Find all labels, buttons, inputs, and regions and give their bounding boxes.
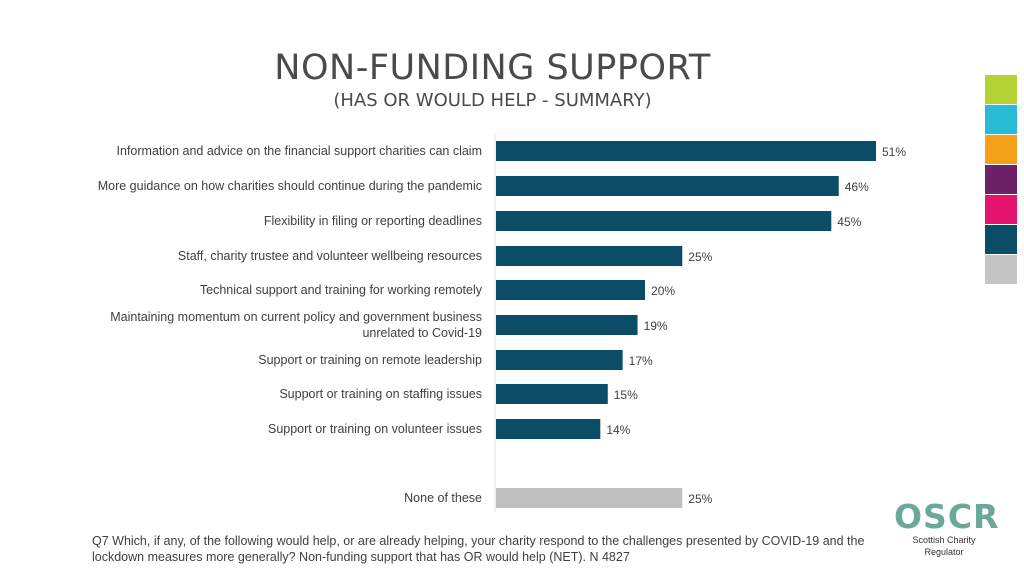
chart-title: NON-FUNDING SUPPORT [274,48,711,88]
logo-tagline: Scottish Charity Regulator [912,535,976,557]
category-label-9: None of these [404,491,482,505]
color-swatch-2 [985,135,1017,164]
chart-subtitle: (HAS OR WOULD HELP - SUMMARY) [333,90,652,111]
value-label-9: 25% [688,492,712,506]
logo-wordmark: OSCR [894,497,1000,536]
category-label-8: Support or training on volunteer issues [268,422,482,436]
color-swatch-strip [985,75,1017,285]
color-swatch-6 [985,255,1017,284]
bar-7 [496,384,608,404]
category-label-5-line-0: Maintaining momentum on current policy a… [110,310,482,324]
bar-0 [496,141,876,161]
value-label-1: 46% [845,180,869,194]
bar-5 [496,315,638,335]
value-label-0: 51% [882,145,906,159]
bar-9 [496,488,683,508]
bar-6 [496,350,623,370]
bar-3 [496,246,683,266]
value-label-3: 25% [688,250,712,264]
category-label-7: Support or training on staffing issues [279,387,482,401]
color-swatch-5 [985,225,1017,254]
value-label-6: 17% [629,354,653,368]
bar-4 [496,280,646,300]
value-label-8: 14% [606,423,630,437]
category-label-3: Staff, charity trustee and volunteer wel… [178,249,482,263]
bar-1 [496,176,839,196]
oscr-logo: OSCR Scottish Charity Regulator [894,497,1000,558]
value-label-4: 20% [651,284,675,298]
category-label-1: More guidance on how charities should co… [98,179,482,193]
category-label-0: Information and advice on the financial … [117,144,482,158]
category-label-2: Flexibility in filing or reporting deadl… [264,214,482,228]
question-footnote: Q7 Which, if any, of the following would… [92,534,865,564]
category-label-4: Technical support and training for worki… [200,283,483,297]
category-label-5-line-1: unrelated to Covid-19 [362,326,482,340]
category-label-6: Support or training on remote leadership [258,353,482,367]
color-swatch-4 [985,195,1017,224]
color-swatch-3 [985,165,1017,194]
value-label-7: 15% [614,388,638,402]
color-swatch-1 [985,105,1017,134]
bar-2 [496,211,832,231]
value-label-2: 45% [837,215,861,229]
color-swatch-0 [985,75,1017,104]
bar-8 [496,419,601,439]
value-label-5: 19% [644,319,668,333]
